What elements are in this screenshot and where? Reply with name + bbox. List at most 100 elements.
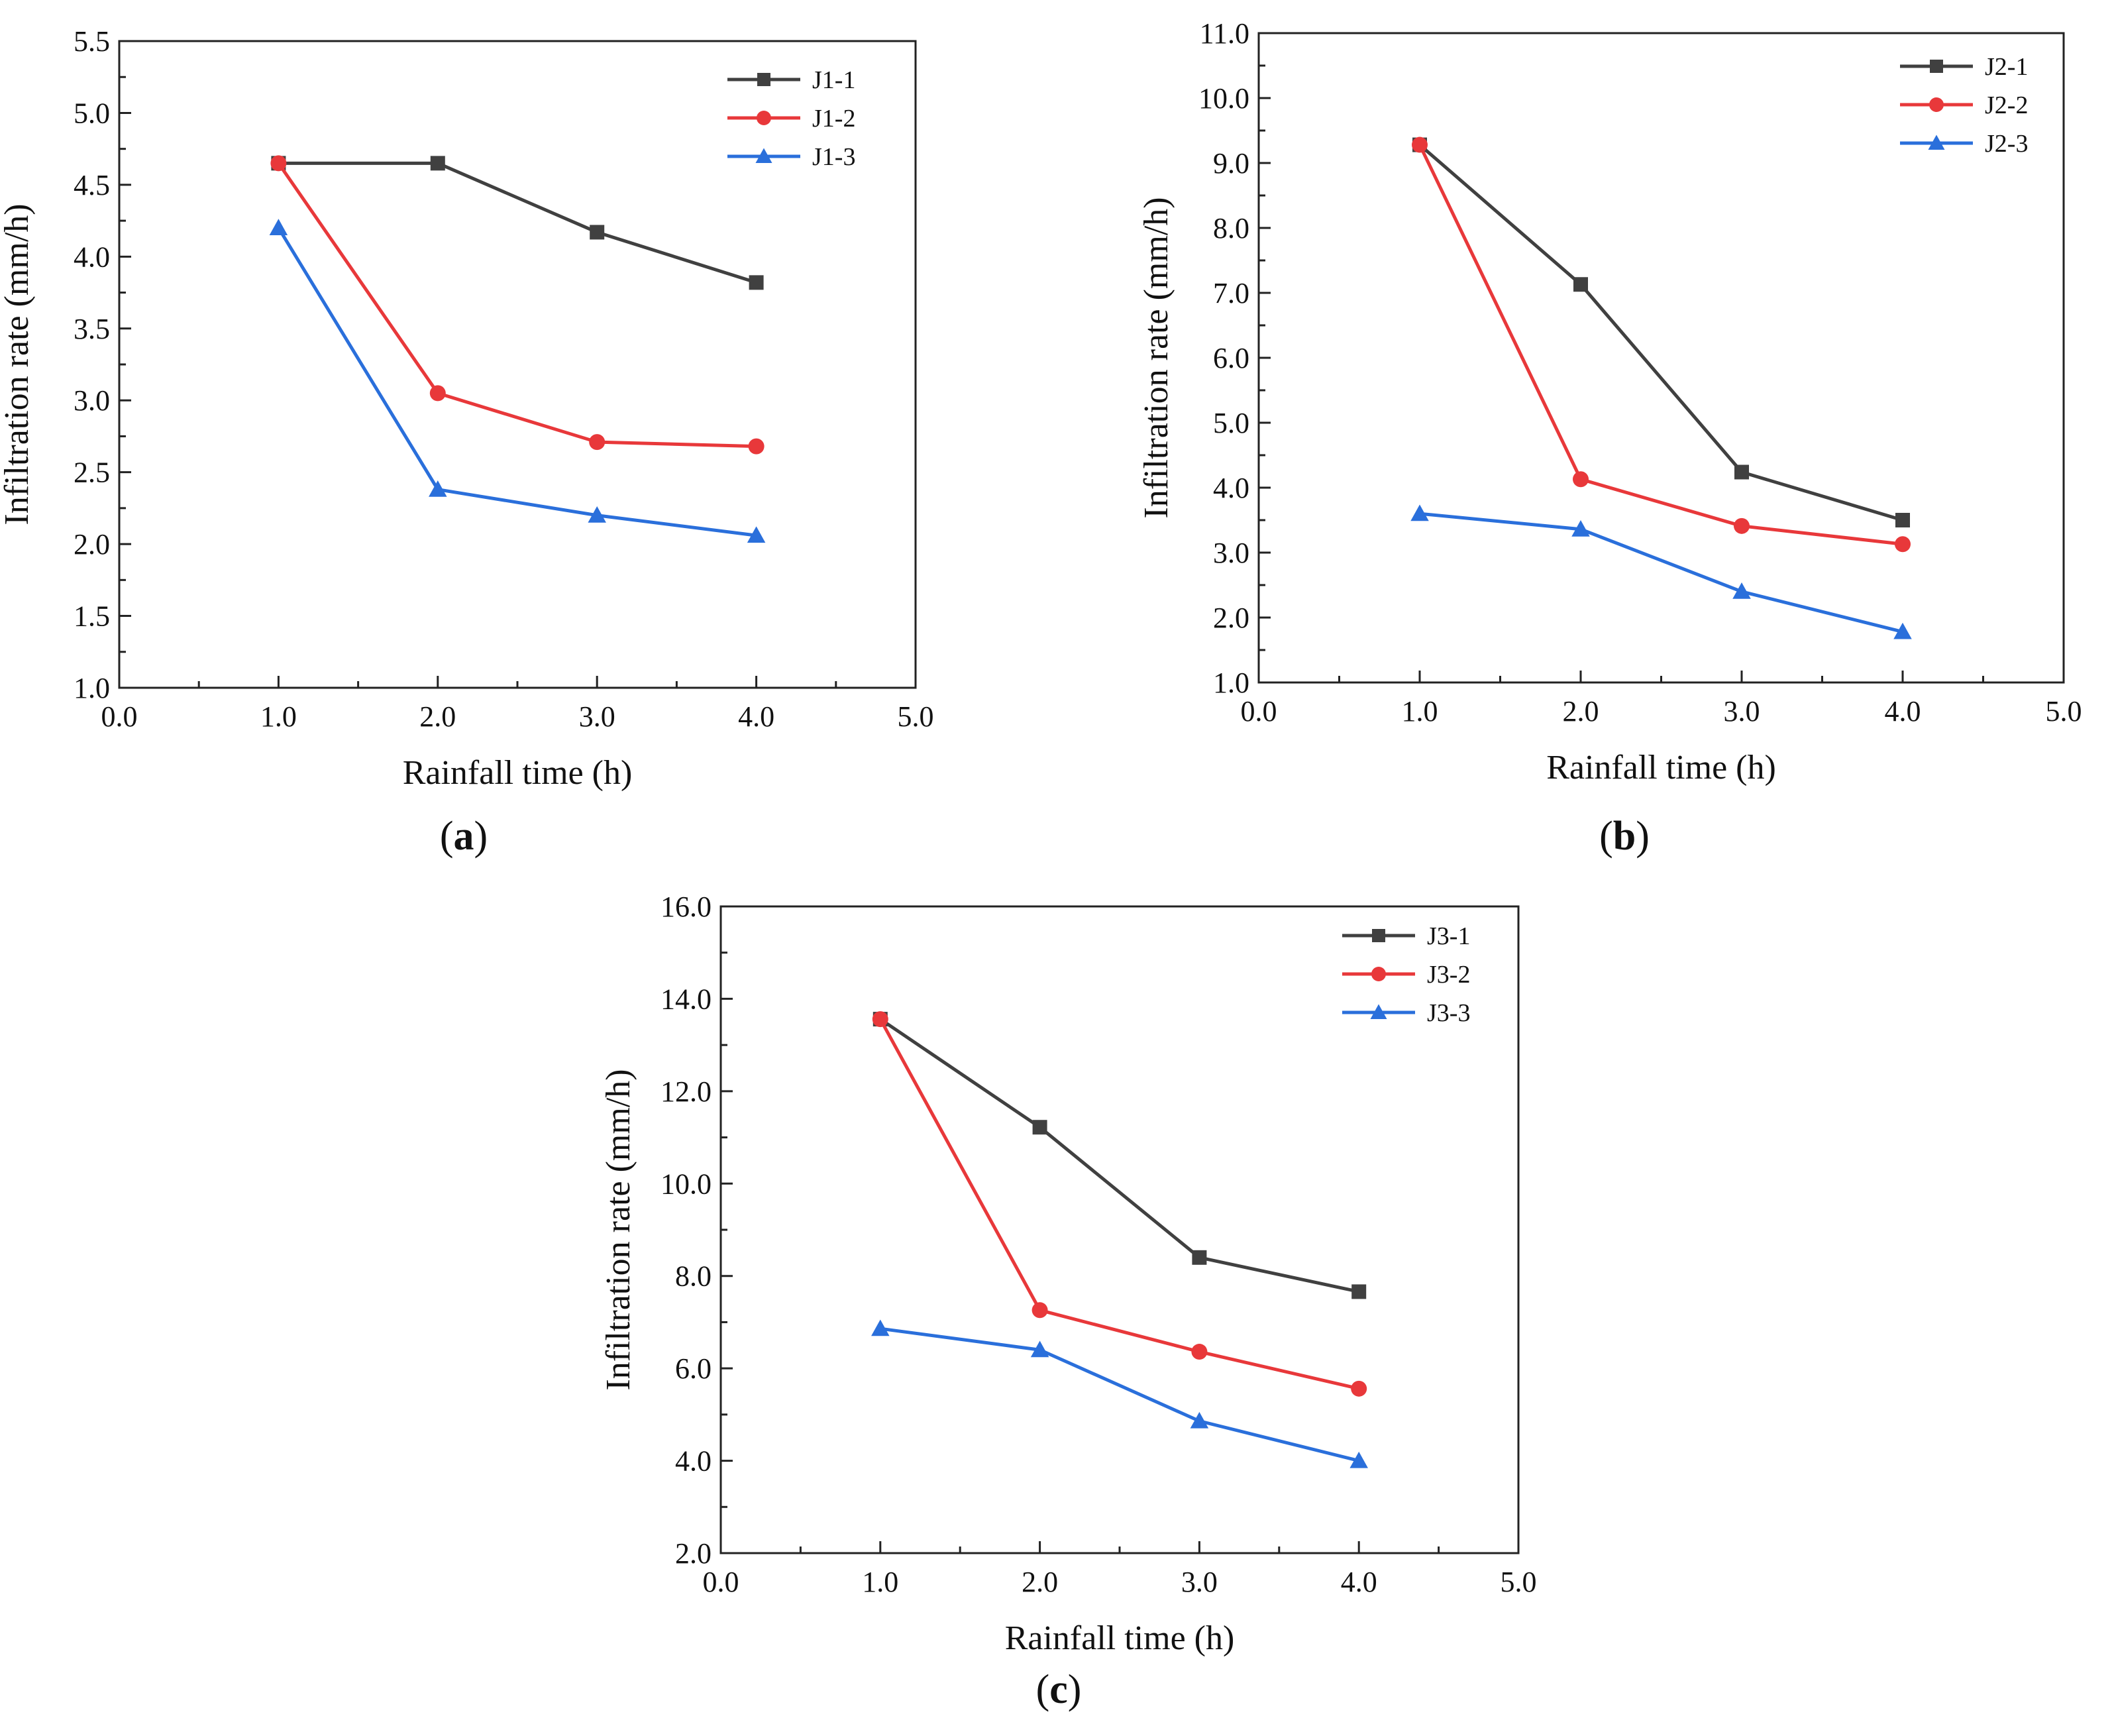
marker-circle <box>1191 1344 1208 1360</box>
marker-circle <box>1031 1302 1048 1319</box>
panel-label-letter: c <box>1049 1667 1068 1712</box>
series-line <box>1418 144 1903 546</box>
y-tick-label: 6.0 <box>1213 342 1249 374</box>
legend-label: J1-2 <box>812 105 855 133</box>
panel-label: (b) <box>1599 814 1650 859</box>
legend-label: J2-2 <box>1985 91 2028 119</box>
panel-label-letter: a <box>454 814 474 859</box>
panel-label-open-paren: ( <box>440 814 454 859</box>
y-tick-label: 12.0 <box>661 1075 712 1108</box>
marker-square <box>1895 513 1910 527</box>
marker-circle <box>748 438 765 455</box>
marker-circle <box>589 434 606 451</box>
y-tick-label: 6.0 <box>675 1352 712 1385</box>
x-axis-title: Rainfall time (h) <box>1005 1619 1235 1657</box>
y-tick-label: 4.0 <box>74 241 110 273</box>
x-tick-label: 4.0 <box>1341 1566 1377 1598</box>
plot-frame <box>719 905 1520 1554</box>
series-line <box>878 1018 1359 1391</box>
marker-square <box>1351 1284 1367 1299</box>
x-tick-label: 3.0 <box>1724 695 1760 728</box>
chart-panel-a: 0.0 1.0 2.0 3.0 4.0 5.01.01.52.02.53.03.54.04… <box>0 25 934 859</box>
panel-label-letter: b <box>1613 814 1636 859</box>
legend: J1-1 J1-2 J1-3 <box>727 66 855 171</box>
y-axis-title: Infiltration rate (mm/h) <box>600 1069 637 1390</box>
y-tick-label: 4.0 <box>675 1445 712 1478</box>
marker-triangle <box>1370 1004 1387 1019</box>
y-tick-label: 11.0 <box>1200 17 1249 50</box>
panel-label-close-paren: ) <box>1636 814 1650 859</box>
y-tick-label: 1.0 <box>1213 667 1249 699</box>
marker-circle <box>1734 517 1750 534</box>
series-J1-2 <box>270 155 765 455</box>
marker-square <box>1573 277 1588 292</box>
marker-triangle <box>1349 1451 1368 1468</box>
marker-square <box>590 225 605 240</box>
x-axis-title: Rainfall time (h) <box>1546 749 1776 787</box>
y-tick-label: 4.5 <box>74 169 110 201</box>
legend: J3-1 J3-2 J3-3 <box>1342 922 1470 1027</box>
y-tick-label: 10.0 <box>661 1167 712 1200</box>
legend-label: J2-3 <box>1985 130 2028 158</box>
series-line <box>1418 143 1903 522</box>
x-tick-label: 1.0 <box>1402 695 1438 728</box>
y-tick-label: 5.0 <box>1213 407 1249 439</box>
x-tick-label: 2.0 <box>419 700 456 733</box>
panel-label: (a) <box>440 814 488 859</box>
x-tick-label: 0.0 <box>101 700 138 733</box>
series-J3-3 <box>871 1319 1368 1468</box>
marker-triangle <box>1410 504 1429 521</box>
x-tick-label: 0.0 <box>703 1566 739 1598</box>
marker-triangle <box>1732 582 1751 599</box>
marker-triangle <box>1190 1411 1209 1429</box>
y-tick-label: 14.0 <box>661 983 712 1015</box>
marker-square <box>430 156 445 171</box>
x-tick-label: 5.0 <box>898 700 934 733</box>
y-tick-label: 5.0 <box>74 97 110 129</box>
x-tick-label: 5.0 <box>1501 1566 1537 1598</box>
series-line <box>277 162 757 449</box>
marker-triangle <box>1893 622 1912 639</box>
series-J2-3 <box>1410 504 1912 639</box>
y-tick-label: 7.0 <box>1213 277 1249 309</box>
y-tick-label: 1.5 <box>74 600 110 633</box>
marker-circle <box>1895 536 1911 553</box>
marker-triangle <box>588 506 606 523</box>
marker-circle <box>1929 97 1944 112</box>
marker-square <box>1372 929 1385 942</box>
y-tick-label: 8.0 <box>675 1260 712 1293</box>
panel-label-close-paren: ) <box>1068 1667 1082 1712</box>
series-line <box>278 161 757 284</box>
marker-square <box>1930 60 1943 73</box>
series-line <box>277 227 757 537</box>
y-tick-label: 2.5 <box>74 457 110 489</box>
marker-square <box>1192 1250 1207 1265</box>
y-tick-label: 3.0 <box>74 384 110 417</box>
x-tick-label: 1.0 <box>862 1566 898 1598</box>
marker-square <box>749 275 764 290</box>
series-line <box>880 1327 1359 1462</box>
y-tick-label: 3.5 <box>74 313 110 345</box>
y-tick-label: 2.0 <box>74 528 110 561</box>
y-tick-label: 5.5 <box>74 25 110 58</box>
marker-square <box>1734 464 1749 480</box>
legend-label: J3-3 <box>1427 999 1470 1027</box>
chart-panel-b: 0.0 1.0 2.0 3.0 4.0 5.01.02.03.04.05.06.07.08… <box>1137 17 2082 859</box>
legend-label: J2-1 <box>1985 53 2028 81</box>
y-tick-label: 3.0 <box>1213 537 1249 569</box>
marker-circle <box>1371 967 1386 981</box>
y-tick-label: 10.0 <box>1198 82 1249 115</box>
y-axis-title: Infiltration rate (mm/h) <box>1137 197 1175 518</box>
marker-circle <box>429 385 446 402</box>
marker-triangle <box>755 148 772 163</box>
y-tick-label: 8.0 <box>1213 212 1249 244</box>
y-tick-label: 4.0 <box>1213 472 1249 504</box>
legend-label: J3-2 <box>1427 961 1470 989</box>
y-tick-label: 9.0 <box>1213 147 1249 180</box>
legend-label: J1-3 <box>812 143 855 171</box>
series-J2-2 <box>1412 136 1911 553</box>
marker-circle <box>1412 136 1428 153</box>
x-tick-label: 5.0 <box>2046 695 2082 728</box>
x-axis-title: Rainfall time (h) <box>403 754 633 792</box>
x-tick-label: 2.0 <box>1022 1566 1058 1598</box>
